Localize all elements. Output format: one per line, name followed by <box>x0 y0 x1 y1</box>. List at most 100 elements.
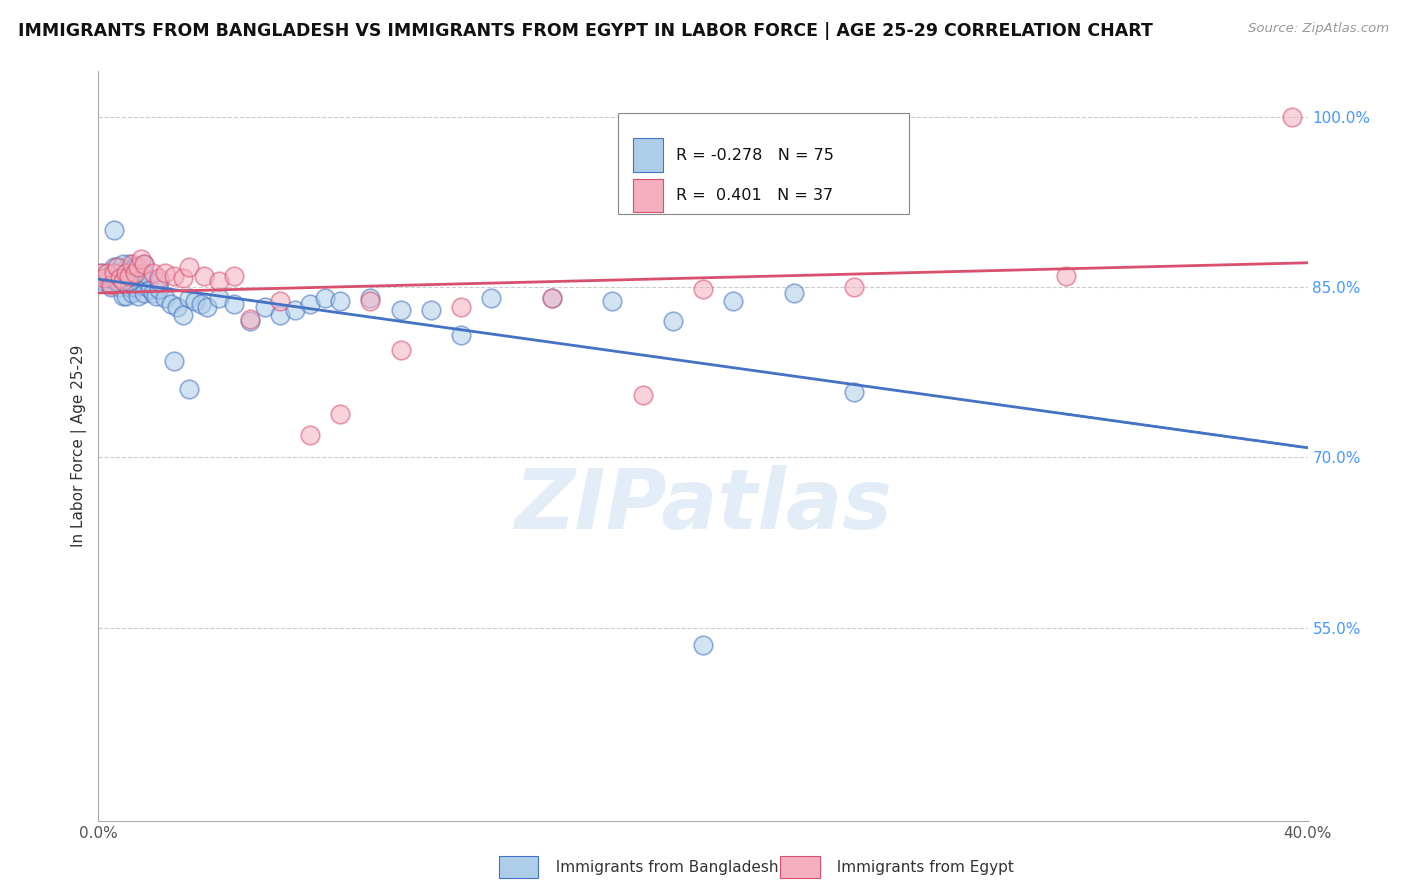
Point <box>661 314 683 328</box>
Point <box>108 267 131 281</box>
Point <box>132 285 155 300</box>
Point <box>124 260 146 274</box>
Point <box>389 302 412 317</box>
Point <box>224 297 246 311</box>
Point <box>129 267 152 281</box>
FancyBboxPatch shape <box>633 178 664 212</box>
Point <box>114 289 136 303</box>
Point <box>100 280 122 294</box>
Point <box>90 267 112 281</box>
Point <box>121 260 143 274</box>
Point <box>172 309 194 323</box>
Point <box>129 252 152 266</box>
Point <box>105 274 128 288</box>
Point <box>127 271 149 285</box>
Point <box>145 289 167 303</box>
Point <box>90 267 112 281</box>
Point <box>118 268 141 283</box>
Point <box>121 285 143 300</box>
Point <box>108 267 131 281</box>
Point <box>132 257 155 271</box>
Point <box>148 274 170 288</box>
Point <box>284 302 307 317</box>
Text: ZIPatlas: ZIPatlas <box>515 466 891 547</box>
Point <box>148 282 170 296</box>
Point <box>142 285 165 300</box>
Point <box>420 302 443 317</box>
Point <box>163 268 186 283</box>
Text: R =  0.401   N = 37: R = 0.401 N = 37 <box>676 188 834 203</box>
Point <box>108 280 131 294</box>
Text: IMMIGRANTS FROM BANGLADESH VS IMMIGRANTS FROM EGYPT IN LABOR FORCE | AGE 25-29 C: IMMIGRANTS FROM BANGLADESH VS IMMIGRANTS… <box>18 22 1153 40</box>
Point <box>184 293 207 308</box>
Point <box>142 267 165 281</box>
Point <box>127 260 149 274</box>
Point <box>269 293 291 308</box>
Point <box>1281 110 1303 124</box>
Point <box>1054 268 1077 283</box>
Point <box>239 314 262 328</box>
Point <box>105 274 128 288</box>
Point <box>153 292 176 306</box>
Text: Source: ZipAtlas.com: Source: ZipAtlas.com <box>1249 22 1389 36</box>
Point <box>139 282 162 296</box>
Point <box>105 260 128 274</box>
Point <box>299 427 322 442</box>
Point <box>96 271 118 285</box>
Point <box>253 301 276 315</box>
Point <box>195 301 218 315</box>
Point <box>179 382 201 396</box>
Point <box>389 343 412 357</box>
Point <box>114 267 136 281</box>
Point <box>783 285 806 300</box>
FancyBboxPatch shape <box>619 112 908 214</box>
Point <box>148 271 170 285</box>
Point <box>105 260 128 274</box>
Y-axis label: In Labor Force | Age 25-29: In Labor Force | Age 25-29 <box>72 345 87 547</box>
Point <box>269 309 291 323</box>
Point <box>224 268 246 283</box>
Point <box>93 274 115 288</box>
Point <box>111 257 134 271</box>
Point <box>153 267 176 281</box>
Point <box>166 301 188 315</box>
Point <box>481 292 503 306</box>
Point <box>108 271 131 285</box>
Point <box>124 267 146 281</box>
Point <box>602 293 624 308</box>
Point <box>299 297 322 311</box>
Point <box>190 297 212 311</box>
Point <box>329 293 352 308</box>
Point <box>118 274 141 288</box>
Point <box>172 271 194 285</box>
Point <box>692 638 714 652</box>
Point <box>111 274 134 288</box>
Point <box>114 267 136 281</box>
Point <box>124 280 146 294</box>
Point <box>103 267 125 281</box>
Point <box>844 384 866 399</box>
Point <box>540 292 562 306</box>
Point <box>100 277 122 292</box>
Point <box>631 388 654 402</box>
Text: Immigrants from Bangladesh: Immigrants from Bangladesh <box>546 860 778 874</box>
Point <box>179 292 201 306</box>
Point <box>127 289 149 303</box>
Point <box>844 280 866 294</box>
Point <box>329 407 352 421</box>
Point <box>239 311 262 326</box>
Point <box>360 293 382 308</box>
Point <box>540 292 562 306</box>
Point <box>723 293 745 308</box>
Point <box>93 271 115 285</box>
Point <box>124 267 146 281</box>
Point <box>118 257 141 271</box>
Point <box>179 260 201 274</box>
Point <box>208 292 231 306</box>
Point <box>160 297 183 311</box>
Point <box>96 267 118 281</box>
Point <box>360 292 382 306</box>
Point <box>314 292 336 306</box>
Point <box>132 267 155 281</box>
Point <box>114 267 136 281</box>
